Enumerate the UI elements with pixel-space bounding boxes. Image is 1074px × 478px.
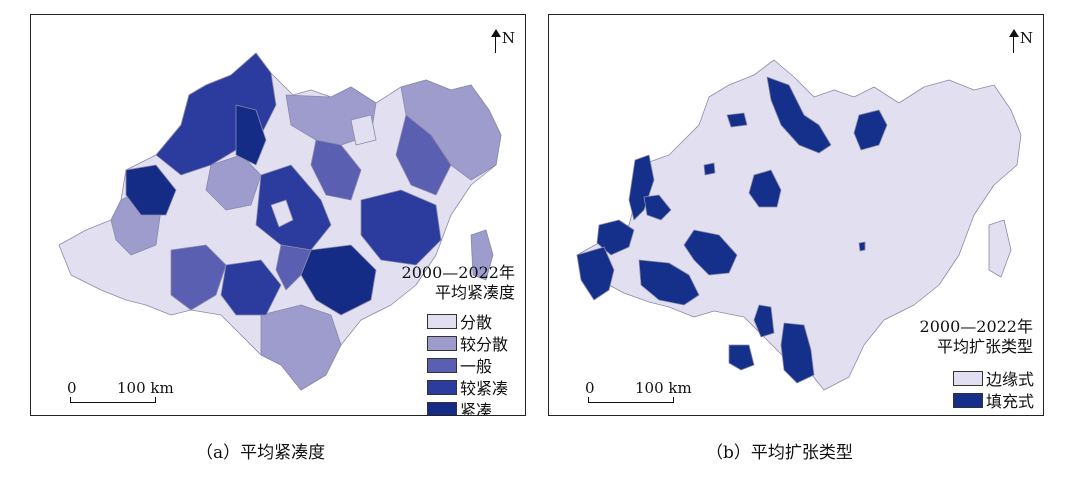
scale-distance-label: 100 km	[117, 379, 174, 397]
expansion-map	[576, 59, 1022, 391]
region-infill	[628, 154, 655, 221]
scale-bar: 0 100 km	[585, 379, 725, 403]
region-infill	[703, 162, 716, 176]
legend-swatch	[427, 379, 457, 395]
region-infill	[753, 304, 775, 338]
legend-label: 填充式	[986, 392, 1035, 411]
legend-title: 2000—2022年 平均扩张类型	[920, 317, 1033, 357]
north-arrow-icon	[1008, 29, 1019, 53]
region-infill	[638, 259, 700, 306]
legend-swatch	[953, 370, 983, 386]
legend-swatch	[427, 401, 457, 415]
legend-item: 一般	[427, 354, 508, 376]
region	[255, 164, 332, 251]
legend-item: 分散	[427, 310, 508, 332]
legend-label: 紧凑	[460, 401, 493, 416]
north-arrow-icon	[490, 29, 501, 53]
scale-zero-label: 0	[67, 379, 77, 397]
region-infill	[576, 246, 615, 301]
legend: 分散 较分散 一般 较紧凑 紧凑	[427, 310, 508, 416]
region	[270, 199, 294, 228]
region	[300, 244, 377, 316]
north-label: N	[501, 29, 515, 47]
scale-bar-line	[70, 397, 156, 403]
scale-bar: 0 100 km	[67, 379, 207, 403]
region	[260, 304, 342, 391]
region	[470, 229, 494, 281]
scale-distance-label: 100 km	[635, 379, 692, 397]
legend-label: 一般	[460, 357, 493, 376]
legend-item: 紧凑	[427, 398, 508, 416]
legend-swatch	[427, 335, 457, 351]
region-infill	[853, 109, 888, 151]
legend-item: 填充式	[953, 389, 1034, 411]
region-infill	[858, 241, 866, 252]
north-arrow: N	[1008, 29, 1033, 53]
scale-zero-label: 0	[585, 379, 595, 397]
region-infill	[726, 112, 748, 128]
region	[310, 139, 362, 201]
map-panel-compactness: N 0 100 km 2000—2022年 平均紧凑度 分散 较分散 一般 较紧…	[30, 14, 526, 416]
region-infill	[596, 219, 635, 256]
region	[220, 259, 282, 316]
region	[360, 189, 442, 266]
legend-title-line: 平均扩张类型	[936, 337, 1033, 356]
map-panel-expansion: N 0 100 km 2000—2022年 平均扩张类型 边缘式 填充式	[548, 14, 1044, 416]
legend-title-line: 平均紧凑度	[434, 283, 515, 302]
region	[125, 164, 177, 216]
region-outline	[576, 59, 1022, 391]
region-infill	[728, 344, 755, 371]
region-infill	[643, 194, 672, 221]
caption-b: （b）平均扩张类型	[706, 443, 853, 463]
legend-label: 边缘式	[986, 370, 1035, 389]
region-outline	[988, 219, 1012, 278]
legend-label: 分散	[460, 313, 493, 332]
legend-item: 边缘式	[953, 367, 1034, 389]
caption-a: （a）平均紧凑度	[196, 443, 326, 463]
region	[235, 104, 267, 166]
region-infill	[683, 229, 738, 276]
legend-title-line: 2000—2022年	[919, 317, 1033, 336]
region	[395, 114, 452, 196]
legend-title-line: 2000—2022年	[401, 263, 515, 282]
region-infill	[780, 322, 815, 384]
legend-item: 较紧凑	[427, 376, 508, 398]
legend-label: 较分散	[460, 335, 509, 354]
compactness-map	[58, 52, 502, 391]
legend: 边缘式 填充式	[953, 367, 1034, 411]
legend-swatch	[427, 313, 457, 329]
north-label: N	[1019, 29, 1033, 47]
scale-bar-line	[588, 397, 674, 403]
region	[350, 114, 377, 146]
region	[275, 244, 312, 291]
legend-swatch	[427, 357, 457, 373]
north-arrow: N	[490, 29, 515, 53]
region	[155, 52, 277, 176]
legend-title: 2000—2022年 平均紧凑度	[402, 263, 515, 303]
region-infill	[748, 169, 782, 208]
region	[170, 244, 227, 311]
legend-label: 较紧凑	[460, 379, 509, 398]
legend-item: 较分散	[427, 332, 508, 354]
legend-swatch	[953, 392, 983, 408]
region-infill	[766, 76, 832, 154]
